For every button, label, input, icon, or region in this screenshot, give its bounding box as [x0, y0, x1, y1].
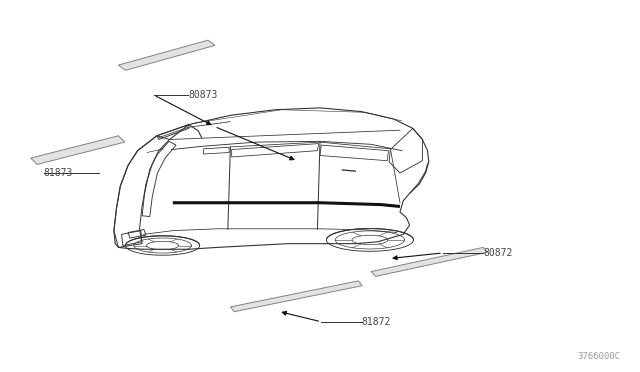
- Text: 81873: 81873: [44, 168, 73, 178]
- Text: 3766000C: 3766000C: [578, 352, 621, 361]
- Text: 80873: 80873: [189, 90, 218, 100]
- Polygon shape: [371, 247, 488, 276]
- Polygon shape: [31, 136, 125, 164]
- Text: 81872: 81872: [362, 317, 391, 327]
- Polygon shape: [118, 40, 215, 70]
- Text: 80872: 80872: [483, 248, 513, 258]
- Polygon shape: [230, 281, 362, 312]
